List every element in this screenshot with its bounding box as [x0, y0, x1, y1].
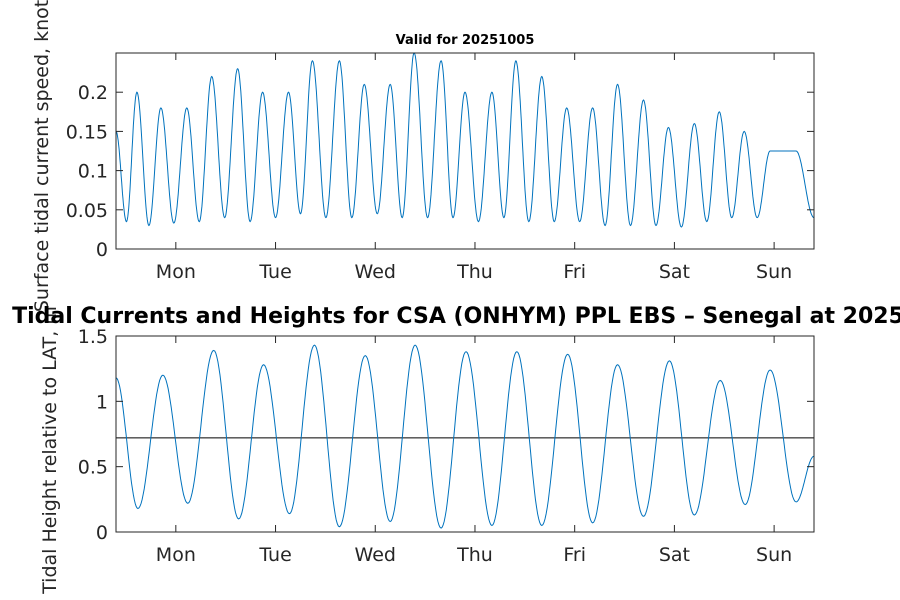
- tidal-height-ytick-label: 1.5: [78, 326, 108, 348]
- current-speed-ytick-label: 0.1: [78, 161, 108, 183]
- tidal-height-axes-box: [115, 335, 815, 533]
- tidal-height-xtick-label-sat: Sat: [659, 544, 690, 566]
- tidal-height-xtick-label-fri: Fri: [563, 544, 586, 566]
- tidal-height-ytick-label: 1: [96, 391, 108, 413]
- tidal-height-xtick-label-wed: Wed: [355, 544, 396, 566]
- tidal-height-xtick-label-thu: Thu: [456, 544, 493, 566]
- current-speed-ytick-label: 0.15: [66, 121, 108, 143]
- current-speed-xtick-label-sun: Sun: [756, 261, 792, 283]
- current-speed-xtick-label-mon: Mon: [156, 261, 196, 283]
- current-speed-xtick-label-fri: Fri: [563, 261, 586, 283]
- tidal-height-series-line: [115, 344, 815, 529]
- current-speed-series-line: [115, 52, 815, 228]
- current-speed-ylabel: Surface tidal current speed, knots: [31, 0, 53, 312]
- current-speed-xtick-label-thu: Thu: [456, 261, 493, 283]
- tidal-height-panel: 0 0.5 1 1.5 Mon Tue Wed Thu Fri Sat Sun Tidal Hei…: [39, 306, 815, 595]
- current-speed-xtick-label-tue: Tue: [258, 261, 291, 283]
- current-speed-xtick-label-sat: Sat: [659, 261, 690, 283]
- current-speed-axes-box: [115, 52, 815, 250]
- current-speed-xtick-label-wed: Wed: [355, 261, 396, 283]
- tidal-height-ytick-label: 0.5: [78, 457, 108, 479]
- figure-main-title: Tidal Currents and Heights for CSA (ONHY…: [12, 304, 900, 329]
- tidal-height-xtick-label-mon: Mon: [156, 544, 196, 566]
- current-speed-ytick-label: 0.05: [66, 200, 108, 222]
- tidal-height-ylabel: Tidal Height relative to LAT, m: [39, 306, 61, 595]
- current-speed-title: Valid for 20251005: [396, 33, 535, 48]
- tidal-height-xtick-label-sun: Sun: [756, 544, 792, 566]
- tidal-height-ytick-label: 0: [96, 522, 108, 544]
- current-speed-plot-area: [116, 53, 814, 249]
- current-speed-ytick-label: 0: [96, 239, 108, 261]
- tidal-height-plot-area: [116, 336, 814, 532]
- current-speed-panel: 0 0.05 0.1 0.15 0.2 Mon Tue Wed Thu Fri Sat Sun Va…: [31, 0, 815, 312]
- current-speed-ytick-label: 0.2: [78, 82, 108, 104]
- tidal-height-xtick-label-tue: Tue: [258, 544, 291, 566]
